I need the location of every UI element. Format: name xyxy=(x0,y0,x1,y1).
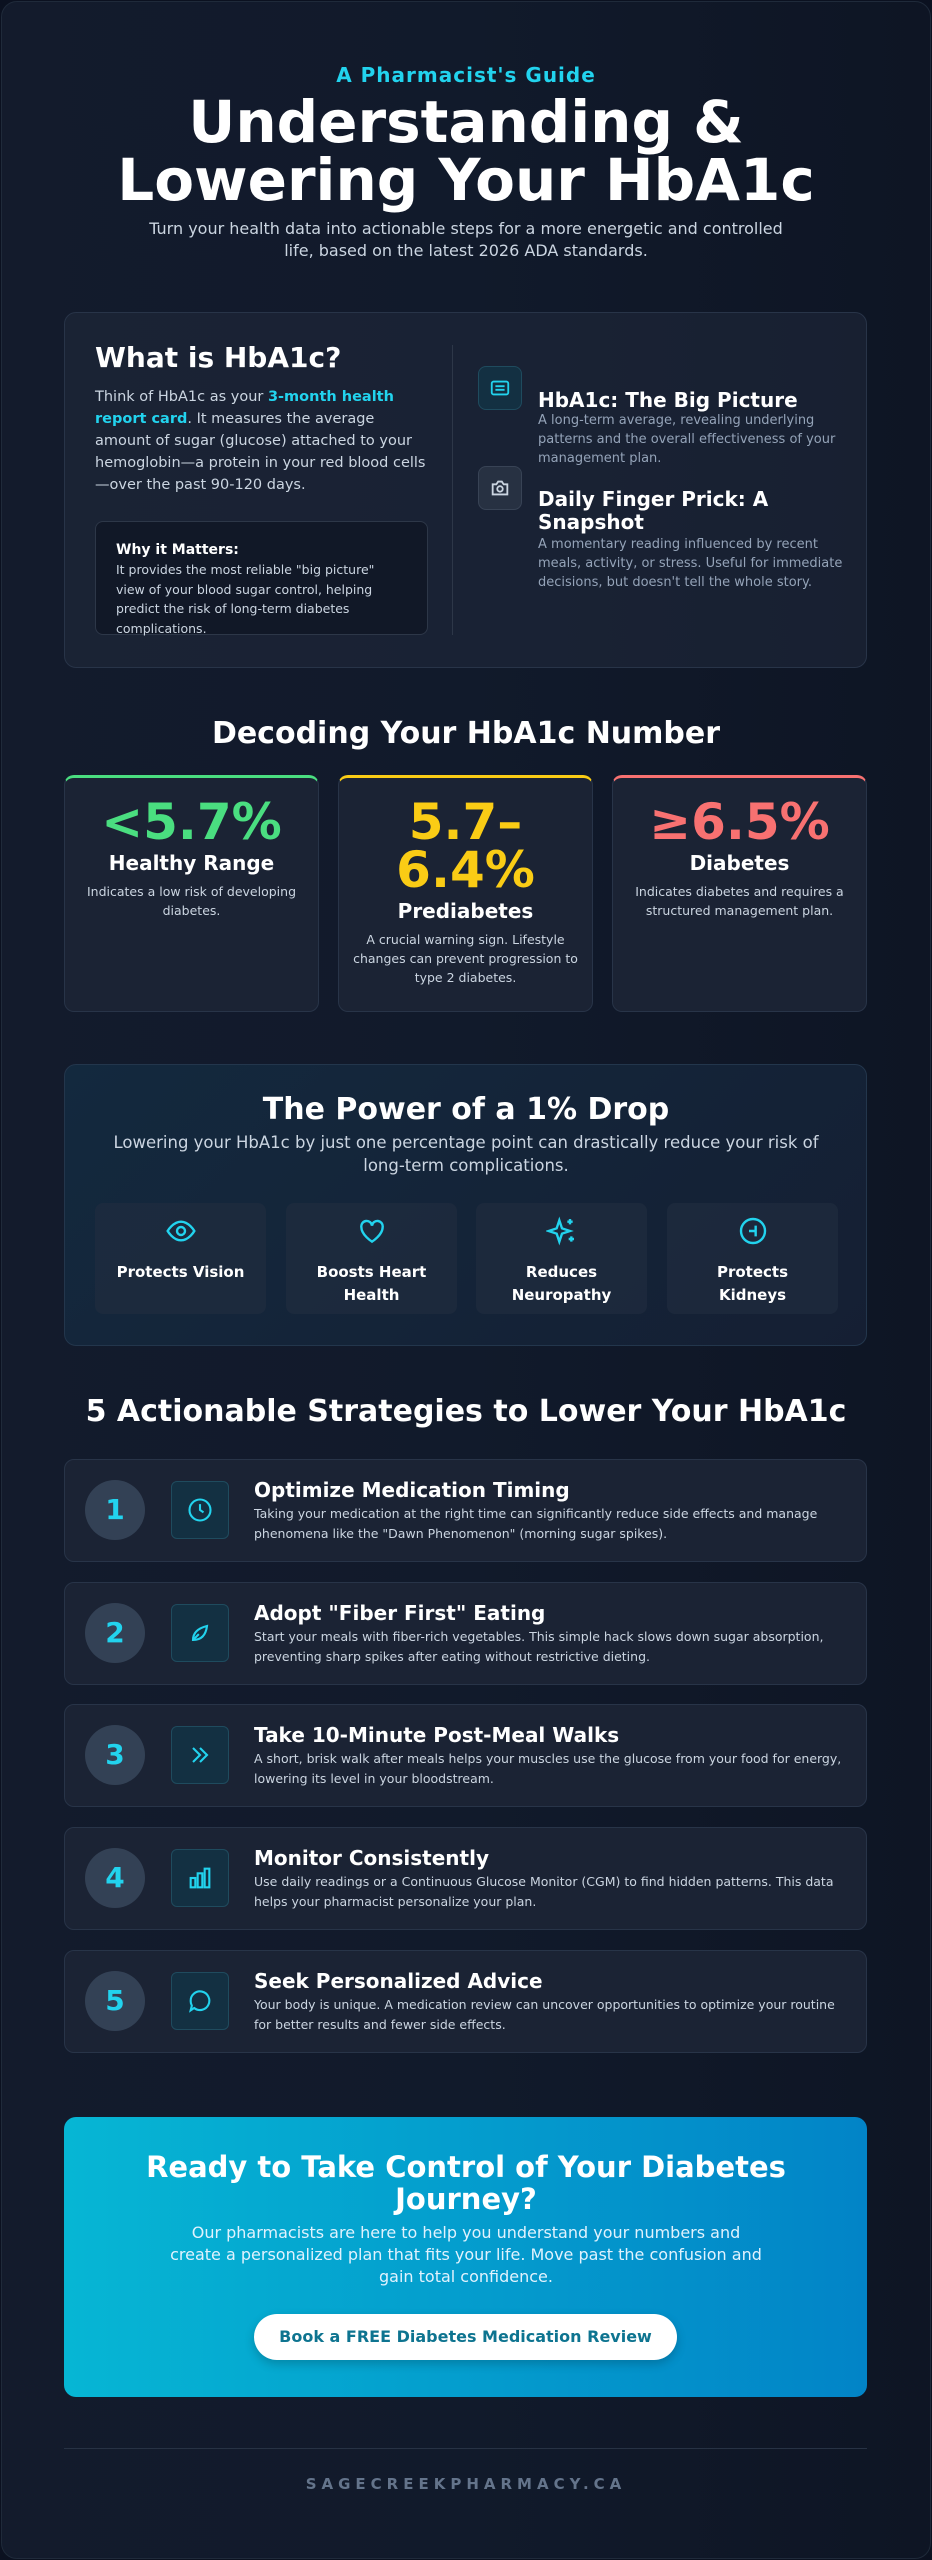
why-title: Why it Matters: xyxy=(116,542,239,558)
strategy-card: 3 Take 10-Minute Post-Meal Walks A short, … xyxy=(64,1704,867,1808)
text: . It measures the average amount of suga… xyxy=(95,411,426,493)
strategy-text: Your body is unique. A medication review… xyxy=(254,1996,835,2032)
strategy-text: Use daily readings or a Continuous Gluco… xyxy=(254,1874,834,1910)
strategy-text: Taking your medication at the right time… xyxy=(254,1506,818,1541)
range-label: Prediabetes xyxy=(397,899,534,923)
strategy-number: 3 xyxy=(85,1725,145,1786)
strategy-number: 4 xyxy=(85,1848,145,1909)
strategy-title: Optimize Medication Timing xyxy=(254,1478,570,1502)
icon xyxy=(478,466,522,510)
strategy-card: 4 Monitor Consistently Use daily readings … xyxy=(64,1827,867,1931)
benefit-tile: Protects Kidneys xyxy=(667,1203,838,1314)
title-line: Lowering Your HbA1c xyxy=(117,146,815,214)
range-value: 5.7–6.4% xyxy=(396,793,535,899)
eyebrow: A Pharmacist's Guide xyxy=(336,63,596,87)
strategy-text: A short, brisk walk after meals helps yo… xyxy=(254,1751,842,1787)
item-text: A momentary reading influenced by recent… xyxy=(538,537,843,590)
range-value: ≥6.5% xyxy=(649,793,830,851)
strategy-card: 2 Adopt "Fiber First" Eating Start your me… xyxy=(64,1581,867,1685)
strategy-number: 5 xyxy=(85,1970,145,2031)
benefit-label: Reduces Neuropathy xyxy=(511,1263,612,1304)
strategy-number: 1 xyxy=(85,1480,145,1540)
section-title: The Power of a 1% Drop xyxy=(262,1092,670,1127)
divider xyxy=(452,345,453,635)
footer-website: SAGECREEKPHARMACY.CA xyxy=(305,2475,627,2493)
about-text: Think of HbA1c as your 3-month health re… xyxy=(95,386,430,496)
benefit-tile: Boosts Heart Health xyxy=(286,1203,457,1314)
subtitle: Turn your health data into actionable st… xyxy=(149,219,783,260)
range-card: <5.7% Healthy Range Indicates a low risk o… xyxy=(64,775,319,1012)
strategy-title: Seek Personalized Advice xyxy=(254,1968,543,1993)
item-title: Daily Finger Prick: A Snapshot xyxy=(538,487,769,534)
icon xyxy=(478,366,522,410)
item-text: A long-term average, revealing underlyin… xyxy=(538,413,836,466)
highlight: 3-month health report card xyxy=(95,389,394,427)
strategy-card: 1 Optimize Medication Timing Taking your m… xyxy=(64,1459,867,1562)
strategy-number: 2 xyxy=(85,1602,145,1663)
range-text: Indicates diabetes and requires a struct… xyxy=(635,884,844,918)
strategy-text: Start your meals with fiber-rich vegetab… xyxy=(254,1628,824,1664)
range-text: Indicates a low risk of developing diabe… xyxy=(86,884,297,918)
strategy-icon xyxy=(171,1849,229,1908)
strategy-title: Take 10-Minute Post-Meal Walks xyxy=(254,1723,620,1748)
benefit-label: Protects Kidneys xyxy=(716,1263,789,1304)
range-label: Diabetes xyxy=(689,851,790,875)
strategy-icon xyxy=(171,1726,229,1785)
strategy-title: Adopt "Fiber First" Eating xyxy=(254,1600,546,1625)
section-title: Decoding Your HbA1c Number xyxy=(211,716,721,751)
strategy-icon xyxy=(171,1481,229,1539)
about-title: What is HbA1c? xyxy=(95,341,342,374)
benefit-tile: Reduces Neuropathy xyxy=(476,1203,647,1314)
benefit-label: Boosts Heart Health xyxy=(316,1263,427,1304)
why-text: It provides the most reliable "big pictu… xyxy=(116,562,375,636)
why-box: Why it Matters: It provides the most rel… xyxy=(95,521,428,636)
range-card: 5.7–6.4% Prediabetes A crucial warning sig… xyxy=(338,775,593,1012)
footer-divider xyxy=(64,2448,867,2449)
range-value: <5.7% xyxy=(101,793,282,851)
strategy-card: 5 Seek Personalized Advice Your body is un… xyxy=(64,1949,867,2053)
range-label: Healthy Range xyxy=(108,851,275,875)
cta-title: Ready to Take Control of Your Diabetes J… xyxy=(146,2150,786,2216)
title-line: Understanding & xyxy=(188,88,744,156)
benefit-tile: Protects Vision xyxy=(95,1203,266,1314)
cta-button[interactable]: Book a FREE Diabetes Medication Review xyxy=(254,2314,677,2360)
strategy-title: Monitor Consistently xyxy=(254,1846,489,1871)
benefit-label: Protects Vision xyxy=(116,1263,245,1281)
item-title: HbA1c: The Big Picture xyxy=(538,388,798,412)
cta-text: Our pharmacists are here to help you und… xyxy=(170,2223,762,2286)
range-card: ≥6.5% Diabetes Indicates diabetes and requ… xyxy=(612,775,867,1012)
strategy-icon xyxy=(171,1971,229,2030)
power-subtitle: Lowering your HbA1c by just one percenta… xyxy=(113,1133,819,1175)
range-text: A crucial warning sign. Lifestyle change… xyxy=(353,932,578,985)
main-title: Understanding & Lowering Your HbA1c xyxy=(0,93,932,209)
text: Think of HbA1c as your xyxy=(95,389,268,405)
section-title: 5 Actionable Strategies to Lower Your Hb… xyxy=(85,1394,847,1429)
strategy-icon xyxy=(171,1603,229,1662)
